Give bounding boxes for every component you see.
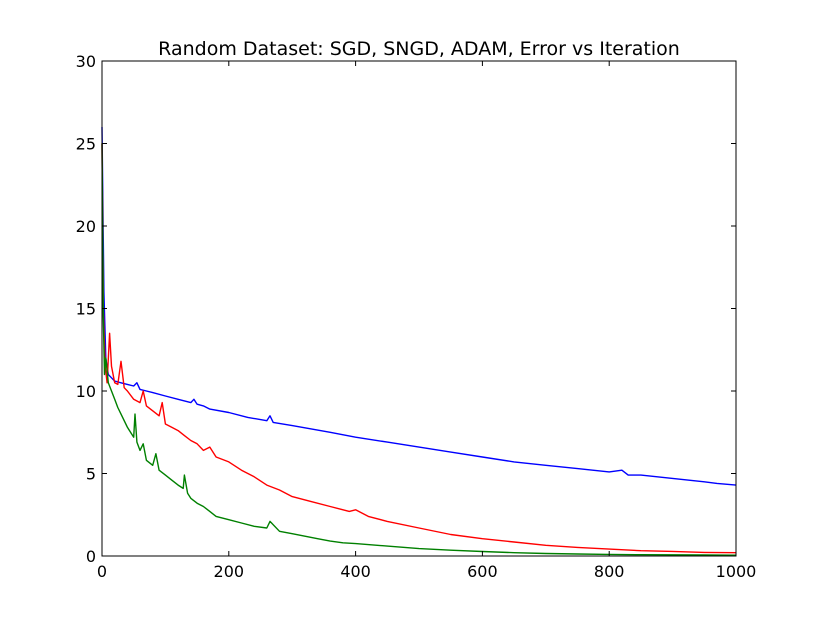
- plot-frame: [101, 60, 737, 557]
- x-tick-label: 600: [467, 562, 498, 581]
- series-layer: [101, 126, 737, 556]
- series-line-1: [101, 143, 737, 554]
- y-tick-label: 25: [76, 135, 96, 154]
- x-tick-label: 800: [594, 562, 625, 581]
- tick-layer: 0 200 400 600 800 1000 0 5 10 15 20 25 30: [76, 52, 757, 581]
- x-tick-label: 1000: [716, 562, 757, 581]
- y-tick-label: 30: [76, 52, 96, 71]
- y-tick-label: 15: [76, 300, 96, 319]
- chart-title: Random Dataset: SGD, SNGD, ADAM, Error v…: [158, 38, 680, 60]
- x-tick-label: 200: [214, 562, 245, 581]
- y-tick-label: 0: [86, 547, 96, 566]
- series-line-0: [101, 126, 737, 486]
- x-tick-label: 0: [97, 562, 107, 581]
- y-tick-label: 5: [86, 465, 96, 484]
- series-line-2: [101, 143, 737, 556]
- y-tick-label: 20: [76, 217, 96, 236]
- y-tick-label: 10: [76, 382, 96, 401]
- x-tick-label: 400: [340, 562, 371, 581]
